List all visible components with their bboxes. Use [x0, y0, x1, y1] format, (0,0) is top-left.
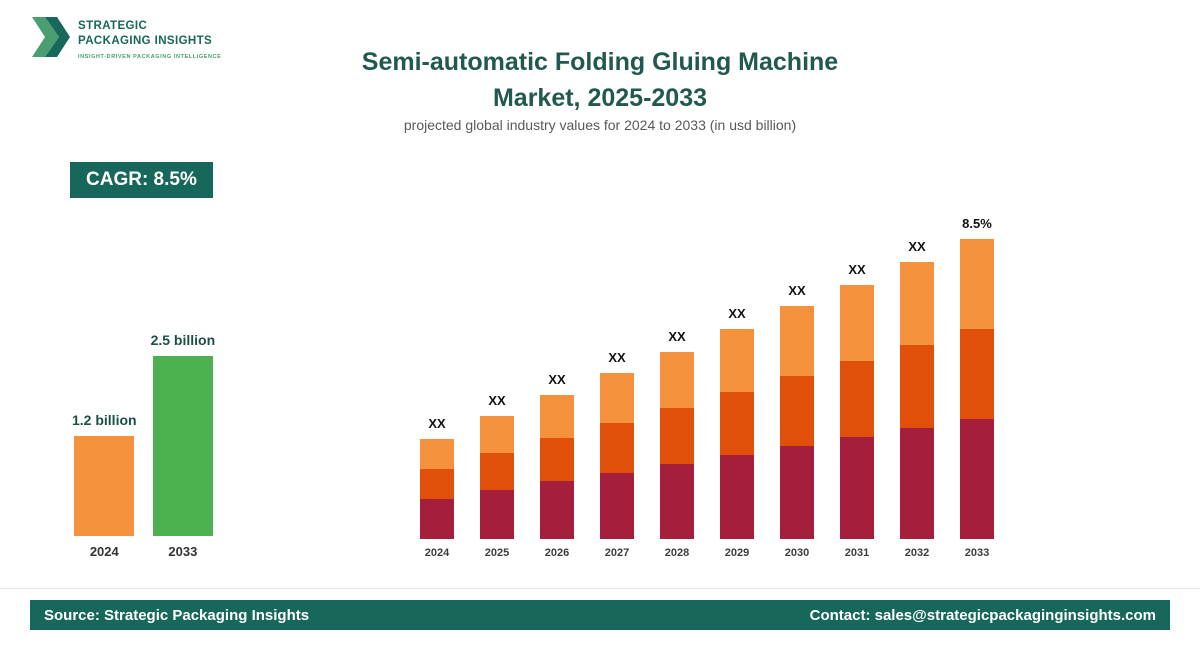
stacked-bar-year-label: 2028 [664, 547, 690, 559]
stacked-bar-year-label: 2025 [484, 547, 510, 559]
mini-chart: 1.2 billion 2024 2.5 billion 2033 [72, 332, 215, 559]
stacked-bar-group: XX 2028 [660, 329, 694, 559]
stacked-bar-segment-bottom [780, 446, 814, 539]
stacked-bar-value-label: XX [428, 416, 446, 431]
mini-bar-group: 1.2 billion 2024 [72, 412, 137, 559]
stacked-bar-value-label: XX [908, 239, 926, 254]
footer-source: Source: Strategic Packaging Insights [44, 606, 310, 624]
stacked-bar-year-label: 2029 [724, 547, 750, 559]
stacked-bar [840, 285, 874, 539]
stacked-bar-value-label: 8.5% [962, 216, 992, 231]
chart-title-line1: Semi-automatic Folding Gluing Machine [361, 48, 839, 76]
stacked-bar-year-label: 2030 [784, 547, 810, 559]
stacked-bar-group: 8.5% 2033 [960, 216, 994, 559]
stacked-bar-segment-middle [600, 423, 634, 473]
stacked-bar-value-label: XX [548, 372, 566, 387]
stacked-bar-group: XX 2026 [540, 372, 574, 559]
logo-text: STRATEGIC PACKAGING INSIGHTS INSIGHT-DRI… [78, 14, 221, 60]
stacked-bar-value-label: XX [608, 350, 626, 365]
logo: STRATEGIC PACKAGING INSIGHTS INSIGHT-DRI… [30, 14, 221, 60]
stacked-bar-segment-bottom [420, 499, 454, 539]
stacked-bar-segment-bottom [840, 437, 874, 539]
stacked-bar-segment-middle [720, 392, 754, 455]
stacked-bar-group: XX 2024 [420, 416, 454, 559]
stacked-bar-year-label: 2027 [604, 547, 630, 559]
stacked-bar-group: XX 2027 [600, 350, 634, 559]
stacked-bar-segment-bottom [540, 481, 574, 539]
footer-contact: Contact: sales@strategicpackaginginsight… [809, 606, 1156, 624]
stacked-bar-year-label: 2033 [964, 547, 990, 559]
mini-bar-value-label: 1.2 billion [72, 412, 137, 428]
stacked-bar-year-label: 2032 [904, 547, 930, 559]
stacked-bar-segment-middle [840, 361, 874, 437]
logo-name-line1: STRATEGIC [78, 20, 148, 32]
stacked-bar-segment-top [900, 262, 934, 345]
stacked-bar-segment-top [420, 439, 454, 469]
mini-bar-value-label: 2.5 billion [150, 332, 216, 348]
stacked-bar-segment-middle [900, 345, 934, 428]
stacked-bar-segment-top [720, 329, 754, 392]
stacked-bar [420, 439, 454, 539]
stacked-bar-segment-middle [540, 438, 574, 481]
stacked-bar-segment-bottom [900, 428, 934, 539]
mini-bar [74, 436, 135, 536]
stacked-bar-segment-middle [420, 469, 454, 499]
stacked-bar-group: XX 2029 [720, 306, 754, 559]
stacked-bar-value-label: XX [668, 329, 686, 344]
stacked-bar [660, 352, 694, 539]
stacked-bar [900, 262, 934, 539]
stacked-bar-year-label: 2026 [544, 547, 570, 559]
stacked-bar-value-label: XX [488, 393, 506, 408]
stacked-bar [600, 373, 634, 539]
logo-name-line2: PACKAGING INSIGHTS [78, 34, 213, 47]
stacked-bar-group: XX 2025 [480, 393, 514, 559]
stacked-bar-segment-bottom [600, 473, 634, 539]
stacked-bar-segment-top [660, 352, 694, 408]
stacked-bar [780, 306, 814, 539]
stacked-bar-segment-top [480, 416, 514, 453]
mini-bar-year-label: 2033 [168, 544, 198, 559]
stacked-bar-segment-bottom [480, 490, 514, 539]
footer-divider [0, 588, 1200, 589]
stacked-bar [720, 329, 754, 539]
stacked-bar-segment-bottom [660, 464, 694, 539]
chart-title: Semi-automatic Folding Gluing Machine Ma… [0, 44, 1200, 116]
mini-bar-year-label: 2024 [89, 544, 119, 559]
stacked-bar-year-label: 2024 [424, 547, 450, 559]
stacked-bar-segment-bottom [960, 419, 994, 539]
stacked-bar-segment-middle [780, 376, 814, 446]
stacked-bar-segment-top [780, 306, 814, 376]
logo-chevron-icon [32, 17, 70, 57]
stacked-bar-group: XX 2031 [840, 262, 874, 559]
stacked-bar-year-label: 2031 [844, 547, 870, 559]
stacked-bar-segment-middle [480, 453, 514, 490]
stacked-bar [480, 416, 514, 539]
stacked-bar-segment-top [540, 395, 574, 438]
mini-bar-group: 2.5 billion 2033 [151, 332, 216, 559]
stacked-bar-segment-top [840, 285, 874, 361]
chart-title-line2: Market, 2025-2033 [492, 84, 708, 112]
stacked-bar-segment-top [960, 239, 994, 329]
stacked-bar-value-label: XX [728, 306, 746, 321]
stacked-bar [540, 395, 574, 539]
mini-bar [152, 356, 213, 536]
footer-bar: Source: Strategic Packaging Insights Con… [30, 600, 1170, 630]
stacked-bar-group: XX 2032 [900, 239, 934, 559]
stacked-bar-value-label: XX [848, 262, 866, 277]
stacked-chart: XX 2024 XX 2025 XX 2026 XX 2027 XX 2028 XX 2029 XX 20… [420, 216, 994, 559]
stacked-bar [960, 239, 994, 539]
cagr-badge: CAGR: 8.5% [70, 162, 213, 198]
stacked-bar-group: XX 2030 [780, 283, 814, 559]
stacked-bar-segment-top [600, 373, 634, 423]
stacked-bar-value-label: XX [788, 283, 806, 298]
stacked-bar-segment-middle [660, 408, 694, 464]
logo-tagline: INSIGHT-DRIVEN PACKAGING INTELLIGENCE [78, 53, 222, 60]
stacked-bar-segment-bottom [720, 455, 754, 539]
stacked-bar-segment-middle [960, 329, 994, 419]
chart-subtitle: projected global industry values for 202… [403, 117, 797, 133]
